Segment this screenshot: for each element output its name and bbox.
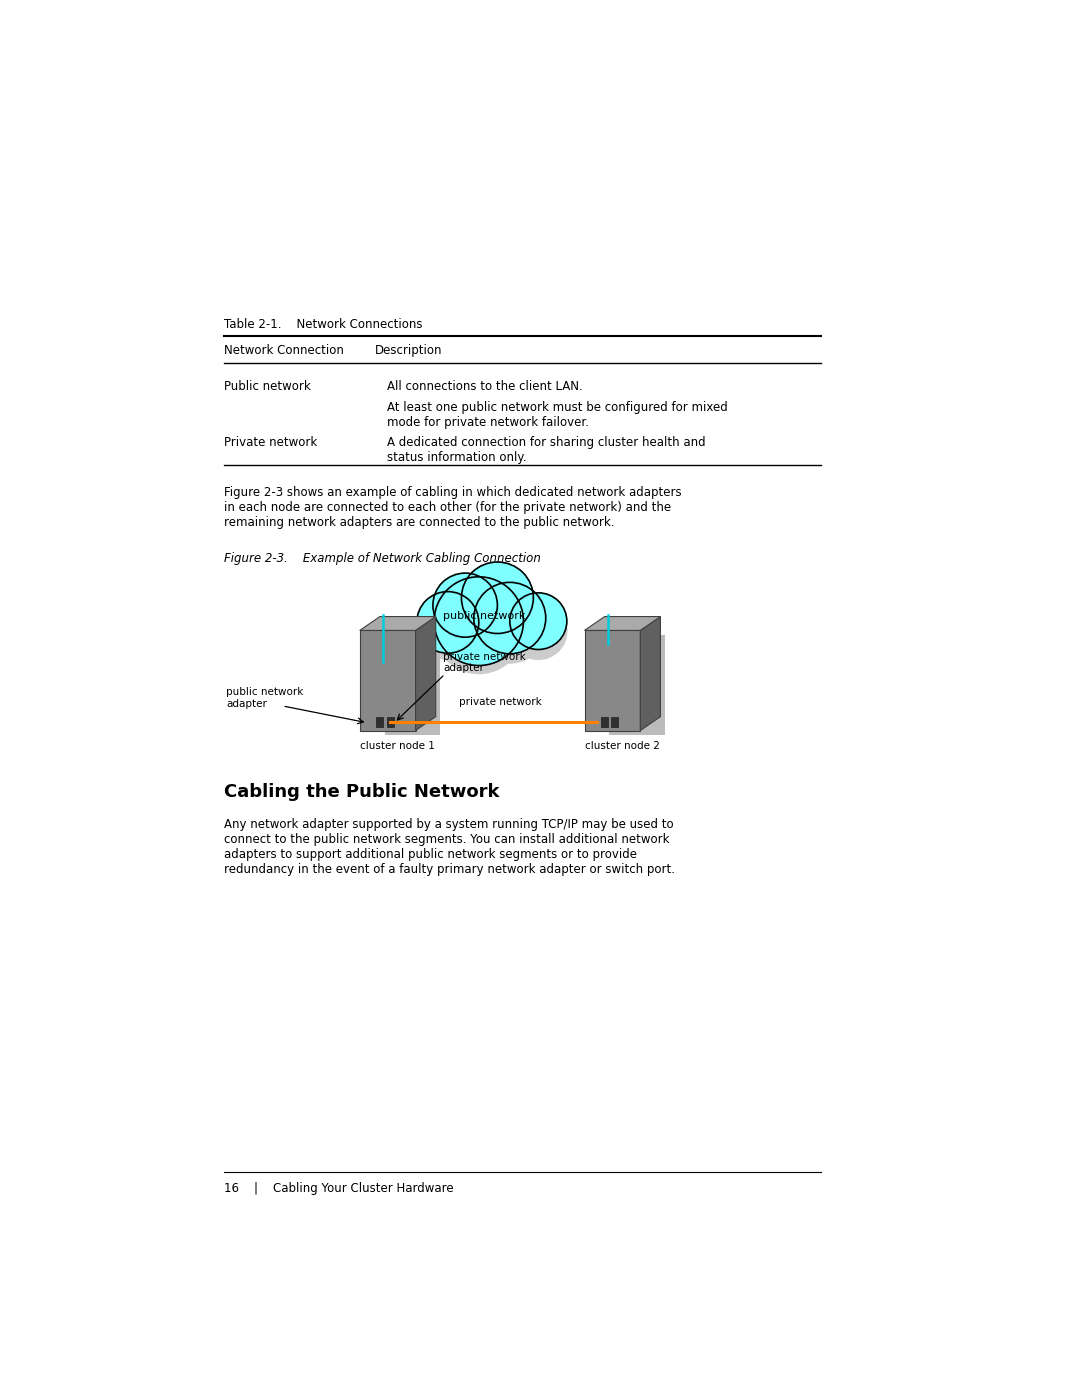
Circle shape <box>461 567 534 638</box>
Circle shape <box>474 591 545 664</box>
Bar <box>384 636 441 735</box>
Bar <box>609 636 665 735</box>
Polygon shape <box>416 616 435 731</box>
Text: Figure 2-3 shows an example of cabling in which dedicated network adapters
in ea: Figure 2-3 shows an example of cabling i… <box>225 486 681 529</box>
Text: Network Connection: Network Connection <box>225 344 345 358</box>
Text: A dedicated connection for sharing cluster health and: A dedicated connection for sharing clust… <box>387 436 705 448</box>
Circle shape <box>510 592 567 650</box>
Text: public network: public network <box>443 610 525 620</box>
Text: cluster node 1: cluster node 1 <box>361 742 435 752</box>
Text: public network
adapter: public network adapter <box>227 687 303 708</box>
Circle shape <box>433 573 498 637</box>
Polygon shape <box>611 717 618 726</box>
Circle shape <box>434 577 524 665</box>
Text: At least one public network must be configured for mixed: At least one public network must be conf… <box>387 401 728 414</box>
Text: mode for private network failover.: mode for private network failover. <box>387 416 589 429</box>
Text: cluster node 2: cluster node 2 <box>585 742 660 752</box>
Circle shape <box>433 577 498 641</box>
Text: Private network: Private network <box>225 436 318 448</box>
Text: Cabling the Public Network: Cabling the Public Network <box>225 782 500 800</box>
Text: Table 2-1.    Network Connections: Table 2-1. Network Connections <box>225 319 422 331</box>
Polygon shape <box>377 717 383 726</box>
Circle shape <box>461 562 534 633</box>
Polygon shape <box>602 717 608 726</box>
Circle shape <box>434 585 524 673</box>
Text: Description: Description <box>375 344 443 358</box>
Text: private network
adapter: private network adapter <box>444 651 526 673</box>
Text: 16    |    Cabling Your Cluster Hardware: 16 | Cabling Your Cluster Hardware <box>225 1182 454 1194</box>
Polygon shape <box>584 630 640 731</box>
Circle shape <box>417 591 478 654</box>
Polygon shape <box>584 616 661 630</box>
Polygon shape <box>360 616 435 630</box>
Polygon shape <box>387 717 393 726</box>
Polygon shape <box>360 630 416 731</box>
Circle shape <box>510 602 567 659</box>
Circle shape <box>417 598 478 659</box>
Polygon shape <box>640 616 661 731</box>
Text: Figure 2-3.    Example of Network Cabling Connection: Figure 2-3. Example of Network Cabling C… <box>225 552 541 564</box>
Text: status information only.: status information only. <box>387 451 526 464</box>
Text: Public network: Public network <box>225 380 311 393</box>
Text: Any network adapter supported by a system running TCP/IP may be used to
connect : Any network adapter supported by a syste… <box>225 817 675 876</box>
Text: private network: private network <box>459 697 541 707</box>
Text: All connections to the client LAN.: All connections to the client LAN. <box>387 380 582 393</box>
Circle shape <box>474 583 545 654</box>
